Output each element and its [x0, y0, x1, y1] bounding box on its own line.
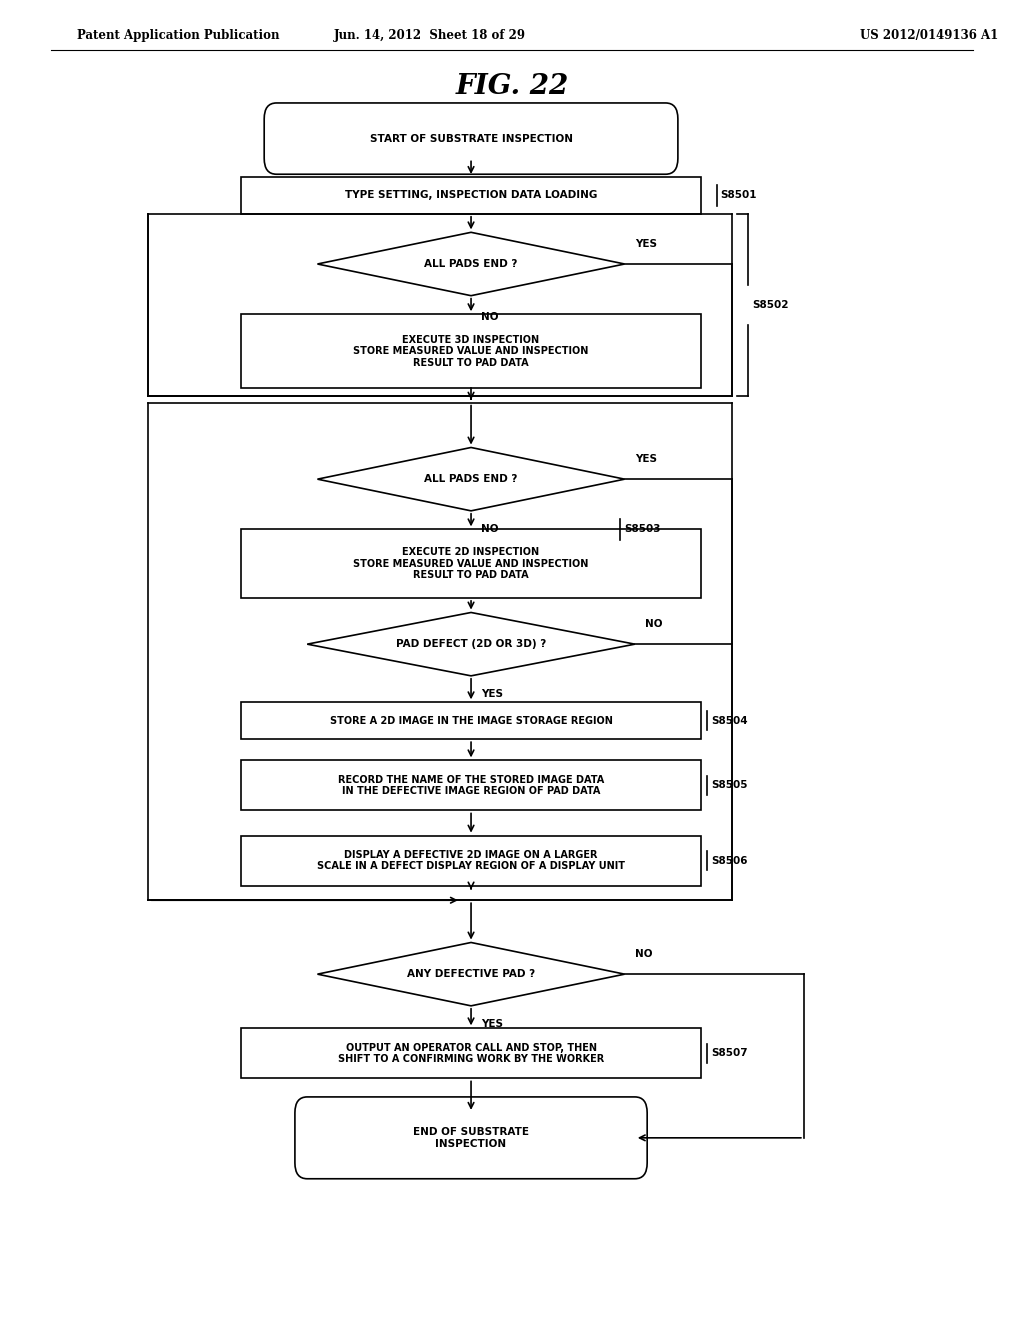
Polygon shape	[317, 232, 625, 296]
FancyBboxPatch shape	[241, 702, 701, 739]
Text: NO: NO	[481, 524, 499, 535]
FancyBboxPatch shape	[241, 836, 701, 886]
Text: STORE A 2D IMAGE IN THE IMAGE STORAGE REGION: STORE A 2D IMAGE IN THE IMAGE STORAGE RE…	[330, 715, 612, 726]
Polygon shape	[307, 612, 635, 676]
Text: DISPLAY A DEFECTIVE 2D IMAGE ON A LARGER
SCALE IN A DEFECT DISPLAY REGION OF A D: DISPLAY A DEFECTIVE 2D IMAGE ON A LARGER…	[317, 850, 625, 871]
Text: NO: NO	[635, 949, 652, 960]
FancyBboxPatch shape	[241, 314, 701, 388]
FancyBboxPatch shape	[241, 1028, 701, 1078]
Text: YES: YES	[635, 239, 656, 249]
Text: YES: YES	[481, 689, 503, 700]
Text: S8502: S8502	[753, 300, 790, 310]
Text: S8501: S8501	[720, 190, 757, 201]
FancyBboxPatch shape	[264, 103, 678, 174]
Polygon shape	[317, 942, 625, 1006]
Text: Jun. 14, 2012  Sheet 18 of 29: Jun. 14, 2012 Sheet 18 of 29	[334, 29, 526, 42]
Text: OUTPUT AN OPERATOR CALL AND STOP, THEN
SHIFT TO A CONFIRMING WORK BY THE WORKER: OUTPUT AN OPERATOR CALL AND STOP, THEN S…	[338, 1043, 604, 1064]
Text: EXECUTE 2D INSPECTION
STORE MEASURED VALUE AND INSPECTION
RESULT TO PAD DATA: EXECUTE 2D INSPECTION STORE MEASURED VAL…	[353, 546, 589, 581]
FancyBboxPatch shape	[241, 529, 701, 598]
Text: ALL PADS END ?: ALL PADS END ?	[424, 259, 518, 269]
Text: YES: YES	[635, 454, 656, 465]
Text: RECORD THE NAME OF THE STORED IMAGE DATA
IN THE DEFECTIVE IMAGE REGION OF PAD DA: RECORD THE NAME OF THE STORED IMAGE DATA…	[338, 775, 604, 796]
Text: END OF SUBSTRATE
INSPECTION: END OF SUBSTRATE INSPECTION	[413, 1127, 529, 1148]
FancyBboxPatch shape	[241, 760, 701, 810]
FancyBboxPatch shape	[241, 177, 701, 214]
Text: S8505: S8505	[712, 780, 749, 791]
Text: S8506: S8506	[712, 855, 749, 866]
Text: PAD DEFECT (2D OR 3D) ?: PAD DEFECT (2D OR 3D) ?	[396, 639, 546, 649]
Text: S8507: S8507	[712, 1048, 749, 1059]
FancyBboxPatch shape	[295, 1097, 647, 1179]
Text: US 2012/0149136 A1: US 2012/0149136 A1	[860, 29, 998, 42]
Polygon shape	[317, 447, 625, 511]
Text: EXECUTE 3D INSPECTION
STORE MEASURED VALUE AND INSPECTION
RESULT TO PAD DATA: EXECUTE 3D INSPECTION STORE MEASURED VAL…	[353, 334, 589, 368]
Text: NO: NO	[481, 312, 499, 322]
Text: Patent Application Publication: Patent Application Publication	[77, 29, 280, 42]
Text: TYPE SETTING, INSPECTION DATA LOADING: TYPE SETTING, INSPECTION DATA LOADING	[345, 190, 597, 201]
Text: ANY DEFECTIVE PAD ?: ANY DEFECTIVE PAD ?	[407, 969, 536, 979]
Text: S8503: S8503	[625, 524, 662, 535]
Text: START OF SUBSTRATE INSPECTION: START OF SUBSTRATE INSPECTION	[370, 133, 572, 144]
Text: ALL PADS END ?: ALL PADS END ?	[424, 474, 518, 484]
Text: FIG. 22: FIG. 22	[456, 73, 568, 99]
Text: S8504: S8504	[712, 715, 749, 726]
Text: YES: YES	[481, 1019, 503, 1030]
Text: NO: NO	[645, 619, 663, 630]
